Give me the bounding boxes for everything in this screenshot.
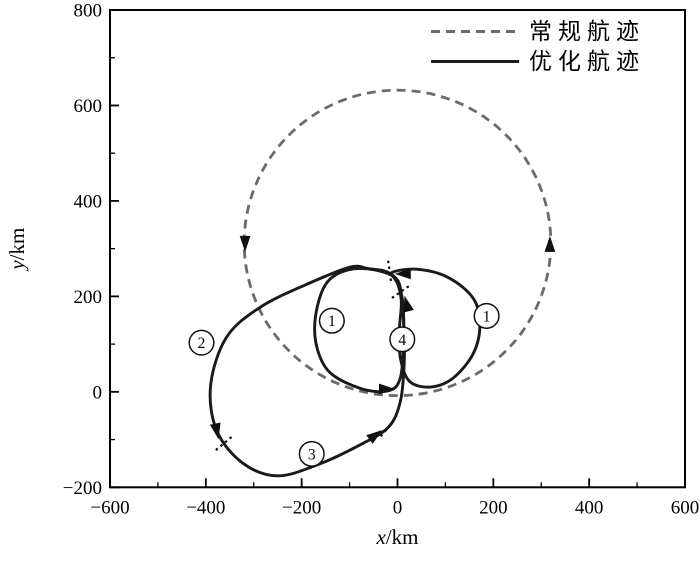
y-tick-label: 0: [93, 382, 103, 403]
y-tick-label: 200: [74, 287, 103, 308]
direction-arrow: [394, 268, 411, 280]
solid-line-sample: [431, 59, 519, 63]
plot-border: [109, 9, 686, 489]
legend-item-conventional: 常规航迹: [431, 16, 645, 46]
x-tick-label: 400: [575, 497, 604, 518]
segment-label-number: 1: [328, 313, 336, 330]
x-tick-label: −600: [90, 497, 129, 518]
y-tick-label: −200: [63, 478, 102, 499]
x-tick-label: 600: [671, 497, 700, 518]
direction-arrow: [209, 422, 221, 440]
transition-mark: [387, 260, 393, 285]
segment-label-circle: [389, 326, 416, 353]
legend: 常规航迹 优化航迹: [431, 16, 645, 76]
segment-label-number: 3: [308, 446, 316, 463]
direction-arrow: [366, 429, 383, 444]
direction-arrow: [239, 235, 251, 252]
y-tick-label: 600: [74, 96, 103, 117]
dashed-line-sample: [431, 29, 519, 33]
segment-label-number: 1: [483, 308, 491, 325]
segment-label-circle: [298, 440, 325, 467]
segment-label-number: 4: [398, 332, 406, 349]
direction-arrow: [544, 235, 556, 252]
direction-arrow: [403, 295, 414, 313]
x-tick-label: −200: [282, 497, 321, 518]
segment-label-circle: [473, 302, 500, 329]
x-tick-label: 0: [393, 497, 403, 518]
legend-item-optimized: 优化航迹: [431, 46, 645, 76]
optimized-track-patrol-orbit-right: [389, 267, 482, 389]
transition-mark: [215, 433, 235, 451]
legend-label-conventional: 常规航迹: [529, 18, 645, 44]
x-axis-label: x/km: [376, 525, 419, 549]
transition-mark: [379, 417, 397, 438]
y-tick-label: 800: [74, 1, 103, 22]
x-tick-label: 200: [479, 497, 508, 518]
y-axis-label: y/km: [5, 228, 29, 272]
direction-arrow: [379, 383, 395, 395]
segment-label-circle: [188, 329, 215, 356]
y-tick-label: 400: [74, 191, 103, 212]
x-tick-label: −400: [186, 497, 225, 518]
segment-label-circle: [318, 307, 345, 334]
legend-label-optimized: 优化航迹: [529, 48, 645, 74]
segment-label-number: 2: [198, 335, 206, 352]
